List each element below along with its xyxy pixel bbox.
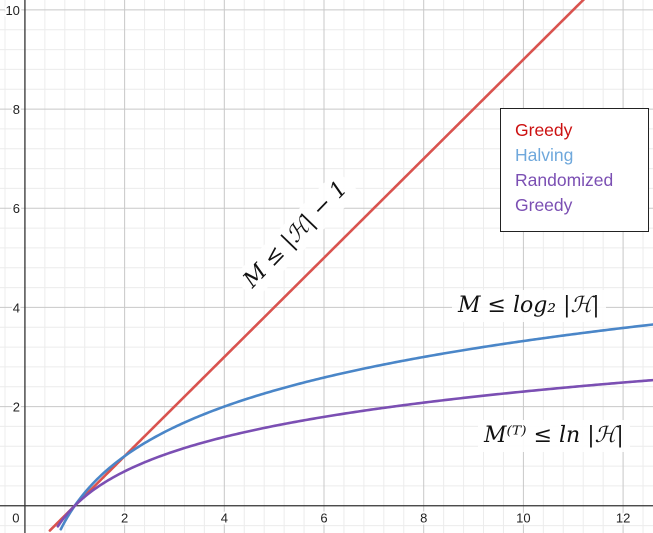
annotation-randomized-greedy-bound: M⁽ᵀ⁾ ≤ ln |ℋ| [478, 420, 630, 452]
series-layer [48, 0, 653, 532]
y-tick-label: 6 [13, 201, 20, 216]
legend-item: Halving [515, 145, 574, 165]
series-line-greedy [48, 0, 586, 532]
series-line-halving [59, 323, 653, 531]
legend: Greedy Halving Randomized Greedy [500, 108, 649, 232]
x-tick-label: 2 [121, 511, 128, 526]
tick-labels: 2 4 6 8 10 12 2 4 6 8 10 0 [3, 1, 632, 528]
y-tick-label: 10 [5, 3, 19, 18]
legend-item: Greedy [515, 120, 573, 140]
series-line-randomized-greedy [56, 378, 653, 528]
origin-tick-label: 0 [12, 511, 19, 526]
legend-item: Randomized [515, 170, 614, 190]
legend-item: Greedy [515, 195, 573, 215]
x-tick-label: 8 [420, 511, 427, 526]
x-tick-label: 10 [516, 511, 530, 526]
x-tick-label: 12 [616, 511, 630, 526]
y-tick-label: 4 [13, 300, 20, 315]
x-tick-label: 6 [320, 511, 327, 526]
x-tick-label: 4 [221, 511, 228, 526]
y-tick-label: 8 [13, 102, 20, 117]
annotation-halving-bound: M ≤ log₂ |ℋ| [452, 290, 606, 322]
y-tick-label: 2 [13, 400, 20, 415]
